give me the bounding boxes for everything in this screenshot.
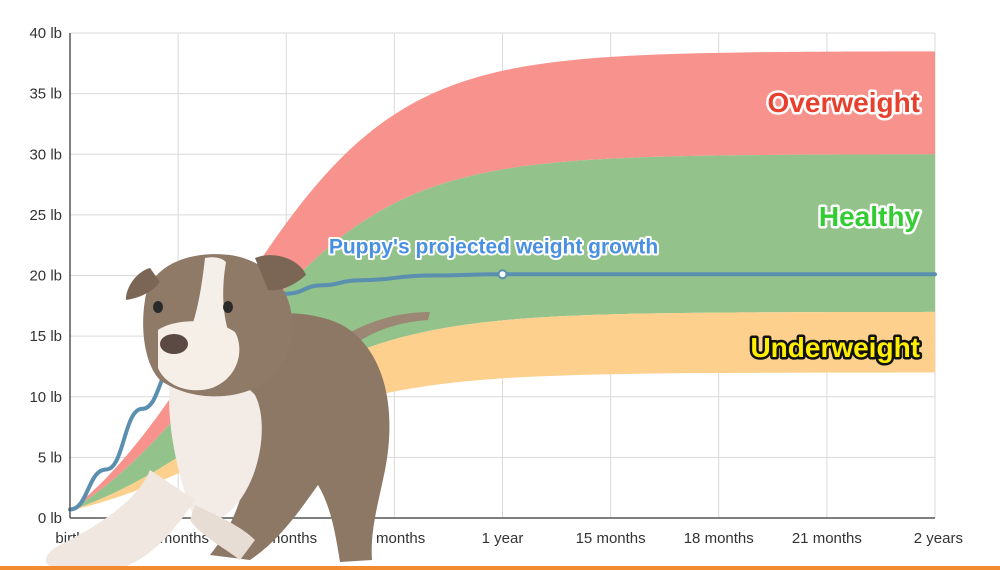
series-line [68, 272, 937, 512]
axes: 0 lb 5 lb 10 lb 15 lb 20 lb 25 lb 30 lb 35 lb 40… [29, 25, 963, 547]
bottom-accent-rule [0, 566, 1000, 570]
puppy-front-leg [45, 470, 196, 568]
x-tick-label: 9 months [364, 530, 426, 547]
y-tick-label: 5 lb [38, 449, 62, 466]
y-tick-label: 15 lb [29, 328, 62, 345]
y-tick-label: 35 lb [29, 86, 62, 103]
zone-label-healthy: Healthy [819, 201, 921, 232]
x-tick-label: 21 months [792, 530, 862, 547]
puppy-left-eye [153, 301, 163, 313]
x-tick-label: 18 months [684, 530, 754, 547]
puppy-left-ear [125, 268, 160, 300]
growth-series: Puppy's projected weight growth [68, 233, 937, 512]
puppy-nose [160, 334, 188, 354]
zone-labels: Overweight Healthy Underweight [748, 85, 923, 366]
puppy-chest [169, 374, 262, 524]
zone-healthy [70, 154, 935, 511]
zone-underweight [70, 311, 935, 511]
puppy-tail [340, 312, 430, 348]
zone-label-overweight: Overweight [768, 87, 920, 118]
x-tick-label: 15 months [576, 530, 646, 547]
y-tick-label: 40 lb [29, 25, 62, 42]
puppy-paw [190, 505, 255, 560]
series-label: Puppy's projected weight growth [329, 235, 658, 258]
y-tick-label: 25 lb [29, 207, 62, 224]
zone-label-underweight: Underweight [750, 332, 920, 363]
puppy-right-ear [255, 255, 306, 291]
weight-zones [70, 51, 935, 511]
puppy-blaze [190, 257, 228, 332]
y-tick-label: 30 lb [29, 146, 62, 163]
puppy-right-eye [223, 301, 233, 313]
puppy-image [45, 254, 430, 568]
zone-overweight [70, 51, 935, 511]
x-tick-label: 1 year [482, 530, 524, 547]
y-tick-label: 10 lb [29, 389, 62, 406]
series-marker [497, 269, 508, 280]
y-tick-label: 0 lb [38, 510, 62, 527]
y-tick-label: 20 lb [29, 268, 62, 285]
x-tick-label: 2 years [914, 530, 963, 547]
